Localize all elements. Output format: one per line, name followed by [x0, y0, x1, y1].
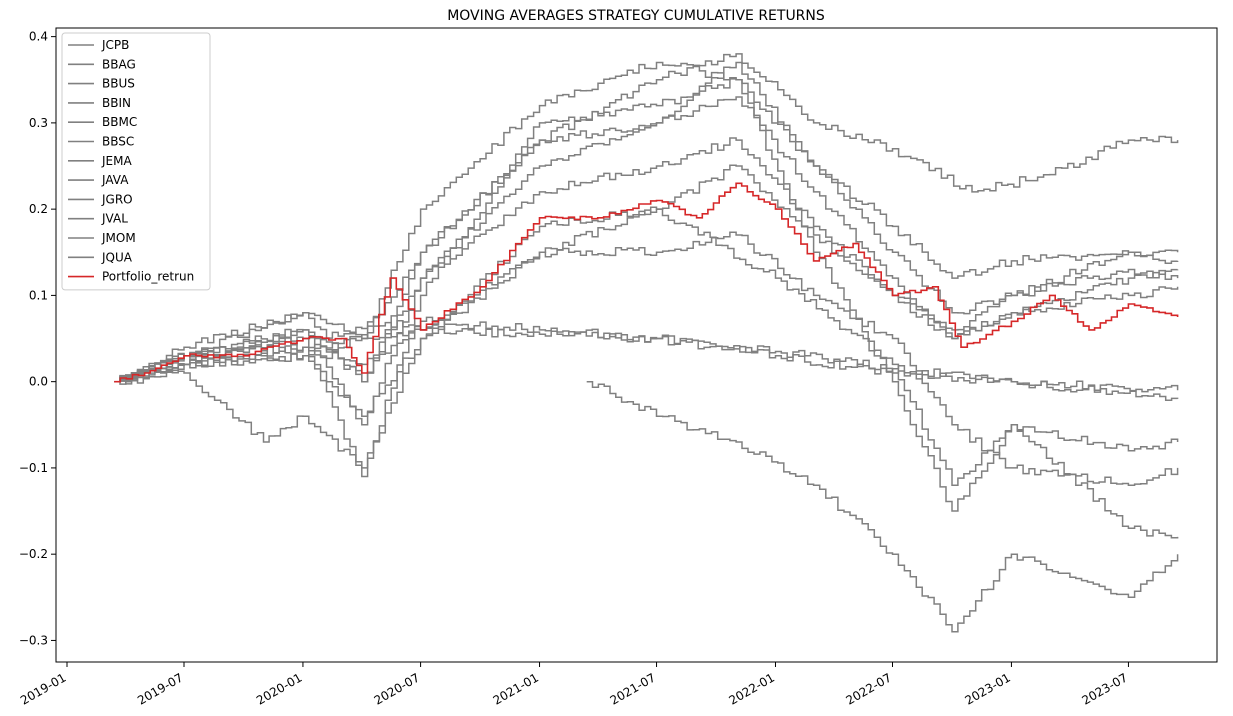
- x-tick-label: 2019-01: [18, 670, 68, 707]
- y-tick-label: 0.1: [29, 288, 48, 302]
- x-tick-label: 2021-01: [491, 670, 541, 707]
- series-layer: [114, 53, 1179, 633]
- legend-label: BBAG: [102, 57, 136, 71]
- y-tick-label: −0.1: [19, 461, 48, 475]
- x-tick-label: 2021-07: [608, 670, 658, 707]
- y-tick-label: −0.3: [19, 633, 48, 647]
- series-line-bbus: [114, 53, 1179, 383]
- legend-label: JQUA: [101, 250, 133, 264]
- x-tick-label: 2023-01: [963, 670, 1013, 707]
- x-tick-label: 2020-07: [372, 670, 422, 707]
- series-line-jcpb: [114, 325, 1179, 393]
- legend-label: Portfolio_retrun: [102, 270, 194, 284]
- series-line-jgro: [114, 61, 1179, 383]
- series-line-bbsc: [114, 77, 1179, 539]
- legend-label: BBSC: [102, 135, 134, 149]
- series-line-portfolio_retrun: [114, 182, 1179, 383]
- y-tick-label: 0.4: [29, 30, 48, 44]
- series-line-jema: [586, 380, 1179, 633]
- y-tick-label: 0.2: [29, 202, 48, 216]
- series-line-bbmc: [114, 96, 1179, 426]
- legend-label: JCPB: [101, 38, 129, 52]
- x-tick-label: 2020-01: [254, 670, 304, 707]
- x-tick-label: 2022-01: [727, 670, 777, 707]
- x-tick-label: 2023-07: [1080, 670, 1130, 707]
- y-tick-label: −0.2: [19, 547, 48, 561]
- plot-area-frame: [55, 27, 1218, 663]
- x-axis: 2019-01 2019-07 2020-01 2020-07 2021-01 2021-…: [18, 662, 1130, 708]
- y-tick-label: 0.3: [29, 116, 48, 130]
- legend-label: BBUS: [102, 77, 135, 91]
- legend-label: JEMA: [101, 154, 132, 168]
- series-line-bbin: [114, 208, 1179, 486]
- series-line-java: [114, 164, 1179, 383]
- legend: JCPB BBAG BBUS BBIN BBMC BBSC JEMA JAVA JGRO JVAL…: [61, 32, 211, 291]
- x-tick-label: 2022-07: [844, 670, 894, 707]
- legend-label: JGRO: [101, 192, 133, 206]
- y-axis: 0.4 0.3 0.2 0.1 0.0 −0.1 −0.2 −0.3: [19, 30, 56, 647]
- y-tick-label: 0.0: [29, 375, 48, 389]
- legend-box: [61, 32, 211, 291]
- legend-label: BBIN: [102, 96, 131, 110]
- series-line-jval: [114, 231, 1179, 486]
- legend-label: JMOM: [101, 231, 136, 245]
- legend-label: JVAL: [101, 212, 128, 226]
- legend-label: JAVA: [101, 173, 129, 187]
- chart-title: MOVING AVERAGES STRATEGY CUMULATIVE RETU…: [447, 8, 825, 24]
- x-tick-label: 2019-07: [135, 670, 185, 707]
- legend-label: BBMC: [102, 115, 137, 129]
